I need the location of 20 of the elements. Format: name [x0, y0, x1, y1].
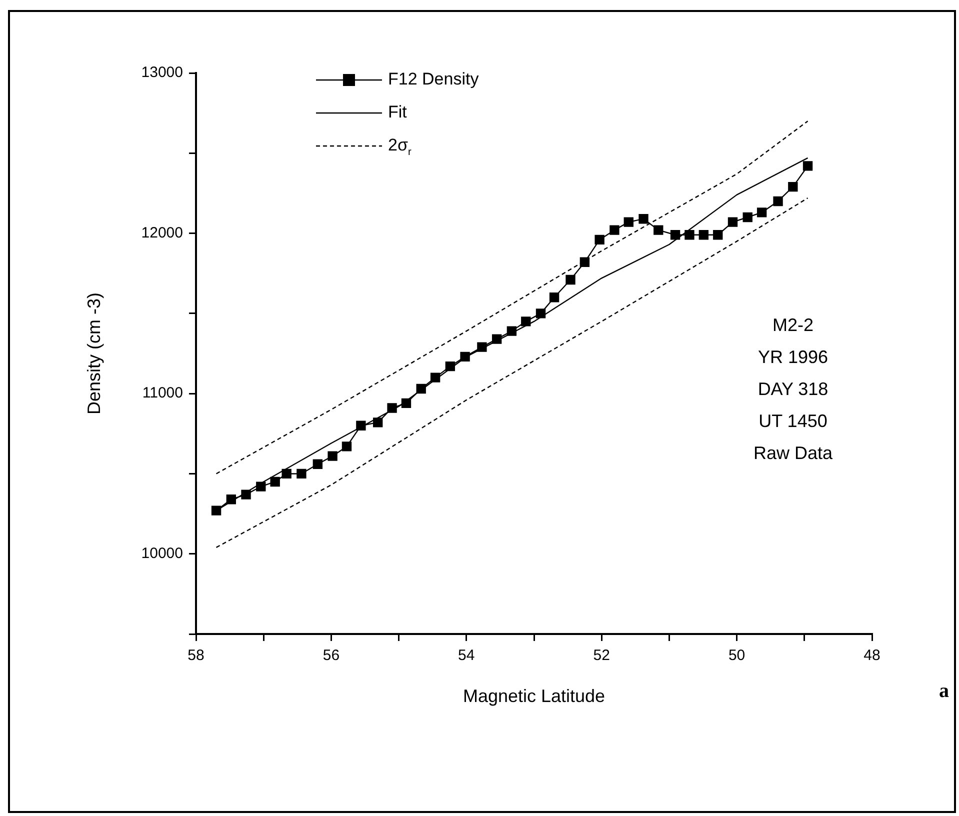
y-tick-label: 13000 — [141, 64, 183, 82]
x-tick-label: 52 — [593, 647, 610, 664]
y-tick-label: 10000 — [141, 545, 183, 562]
y-axis-title: Density (cm -3) — [84, 292, 104, 415]
annotation: M2-2 — [772, 314, 814, 335]
x-tick-label: 58 — [188, 647, 204, 664]
annotation: DAY 318 — [758, 378, 828, 399]
y-tick-label: 12000 — [141, 224, 183, 242]
x-tick-label: 54 — [458, 647, 475, 664]
text: a — [939, 680, 949, 702]
x-tick-label: 50 — [728, 647, 746, 664]
x-tick-label: 56 — [322, 647, 340, 664]
x-axis-title: Magnetic Latitude — [462, 686, 606, 706]
annotation: Raw Data — [753, 442, 834, 463]
legend-label: F12 Density — [388, 70, 480, 89]
legend-label: Fit — [388, 102, 408, 122]
annotation: YR 1996 — [758, 346, 828, 367]
x-tick-label: 48 — [864, 647, 880, 664]
annotation: UT 1450 — [758, 410, 828, 431]
y-tick-label: 11000 — [142, 384, 183, 402]
